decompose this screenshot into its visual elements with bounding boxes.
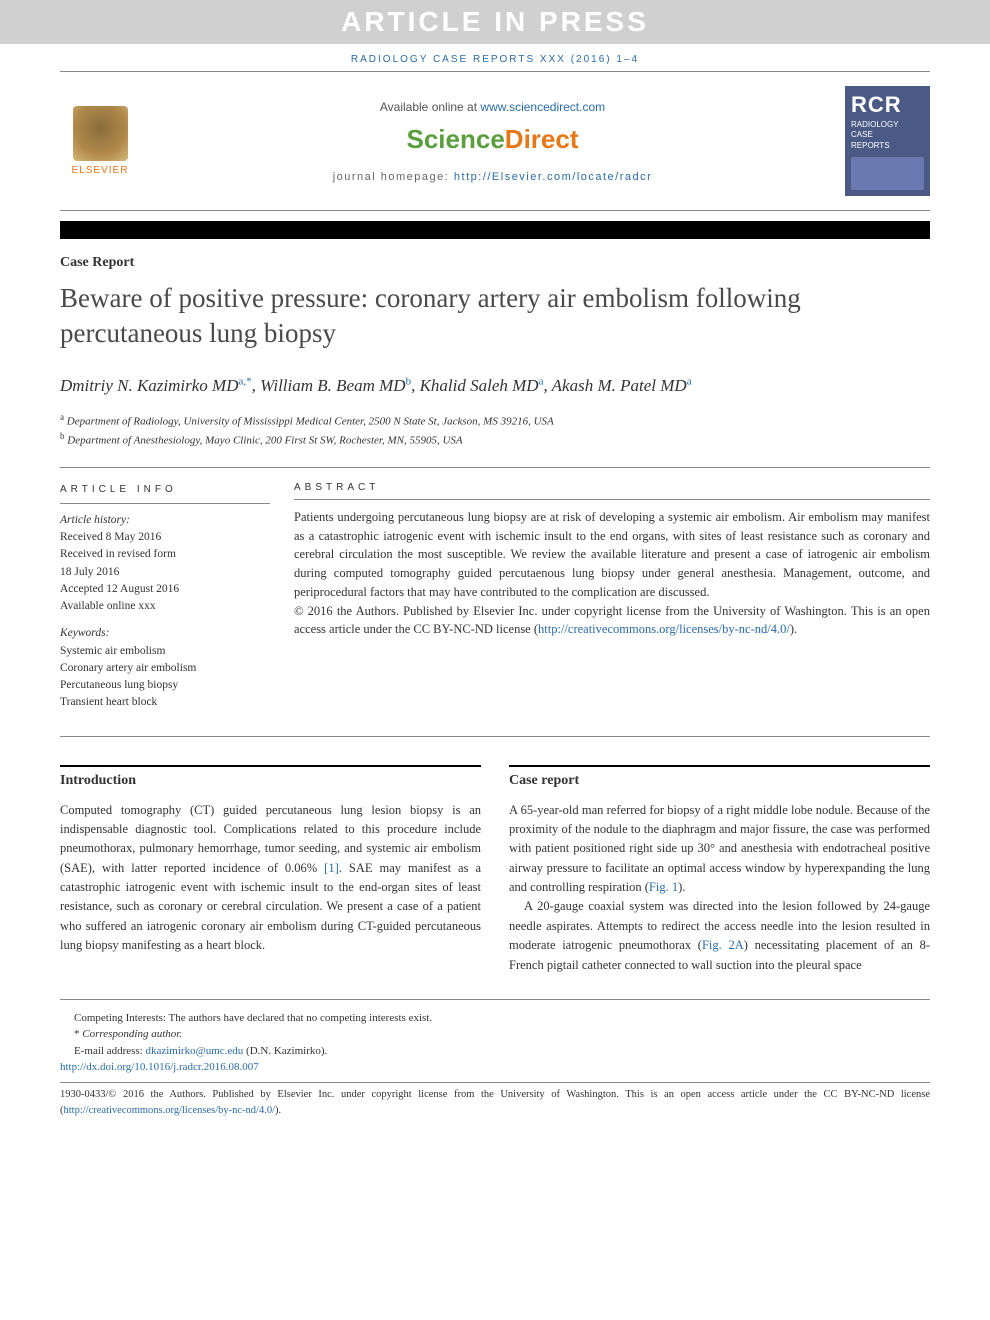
- cover-line1: RADIOLOGY: [851, 120, 899, 129]
- article-type: Case Report: [60, 255, 930, 271]
- keyword-2: Coronary artery air embolism: [60, 660, 270, 677]
- sciencedirect-link[interactable]: www.sciencedirect.com: [480, 100, 605, 114]
- history-label: Article history:: [60, 512, 270, 529]
- keyword-1: Systemic air embolism: [60, 643, 270, 660]
- author-3: Khalid Saleh MD: [420, 376, 539, 395]
- issn-copyright: 1930-0433/© 2016 the Authors. Published …: [60, 1082, 930, 1119]
- elsevier-logo: ELSEVIER: [60, 106, 140, 176]
- case-p1b: ).: [678, 880, 685, 894]
- revised-line2: 18 July 2016: [60, 564, 270, 581]
- sciencedirect-logo: ScienceDirect: [152, 124, 833, 155]
- elsevier-tree-icon: [73, 106, 128, 161]
- intro-heading: Introduction: [60, 765, 481, 789]
- issn-close: ).: [275, 1105, 281, 1116]
- journal-homepage-link[interactable]: http://Elsevier.com/locate/radcr: [454, 171, 652, 183]
- footer-cc-link[interactable]: http://creativecommons.org/licenses/by-n…: [64, 1105, 276, 1116]
- body-columns: Introduction Computed tomography (CT) gu…: [60, 765, 930, 975]
- revised-line1: Received in revised form: [60, 546, 270, 563]
- fig-2a-link[interactable]: Fig. 2A: [702, 938, 744, 952]
- sd-word1: Science: [407, 124, 505, 154]
- corresponding-author: Corresponding author.: [60, 1026, 930, 1043]
- aff-a-text: Department of Radiology, University of M…: [67, 415, 554, 427]
- available-online: Available online at www.sciencedirect.co…: [152, 100, 833, 114]
- online-date: Available online xxx: [60, 598, 270, 615]
- case-heading: Case report: [509, 765, 930, 789]
- case-body: A 65-year-old man referred for biopsy of…: [509, 801, 930, 975]
- footer: Competing Interests: The authors have de…: [60, 999, 930, 1139]
- journal-cover: RCR RADIOLOGY CASE REPORTS: [845, 86, 930, 196]
- intro-body: Computed tomography (CT) guided percutan…: [60, 801, 481, 956]
- received-date: Received 8 May 2016: [60, 529, 270, 546]
- email-link[interactable]: dkazimirko@umc.edu: [145, 1045, 243, 1057]
- author-1-corr: ,*: [243, 376, 251, 388]
- article-content: Case Report Beware of positive pressure:…: [0, 239, 990, 975]
- article-info: ARTICLE INFO Article history: Received 8…: [60, 482, 270, 722]
- homepage-label: journal homepage:: [333, 171, 454, 183]
- ref-1-link[interactable]: [1]: [324, 861, 339, 875]
- competing-interests: Competing Interests: The authors have de…: [60, 1010, 930, 1027]
- cover-title: RADIOLOGY CASE REPORTS: [851, 120, 924, 151]
- abstract-copyright-close: ).: [790, 622, 797, 636]
- affiliation-b: b Department of Anesthesiology, Mayo Cli…: [60, 430, 930, 449]
- cover-line3: REPORTS: [851, 141, 890, 150]
- available-label: Available online at: [380, 100, 481, 114]
- keyword-3: Percutaneous lung biopsy: [60, 677, 270, 694]
- keyword-4: Transient heart block: [60, 694, 270, 711]
- abstract-heading: ABSTRACT: [294, 482, 930, 500]
- email-line: E-mail address: dkazimirko@umc.edu (D.N.…: [60, 1043, 930, 1060]
- header-center: Available online at www.sciencedirect.co…: [152, 100, 833, 183]
- abstract-block: ABSTRACT Patients undergoing percutaneou…: [294, 482, 930, 722]
- left-column: Introduction Computed tomography (CT) gu…: [60, 765, 481, 975]
- author-1: Dmitriy N. Kazimirko MD: [60, 376, 239, 395]
- author-4-aff: a: [687, 376, 692, 388]
- black-divider: [60, 221, 930, 239]
- article-info-heading: ARTICLE INFO: [60, 482, 270, 504]
- aff-b-text: Department of Anesthesiology, Mayo Clini…: [67, 434, 462, 446]
- corr-label: Corresponding author.: [82, 1028, 182, 1040]
- homepage-line: journal homepage: http://Elsevier.com/lo…: [152, 171, 833, 183]
- author-2-aff: b: [406, 376, 412, 388]
- cc-license-link[interactable]: http://creativecommons.org/licenses/by-n…: [538, 622, 790, 636]
- keywords-block: Keywords: Systemic air embolism Coronary…: [60, 625, 270, 711]
- case-p1a: A 65-year-old man referred for biopsy of…: [509, 803, 930, 895]
- running-head: RADIOLOGY CASE REPORTS XXX (2016) 1–4: [0, 44, 990, 71]
- journal-header: ELSEVIER Available online at www.science…: [60, 71, 930, 211]
- author-4: Akash M. Patel MD: [552, 376, 687, 395]
- right-column: Case report A 65-year-old man referred f…: [509, 765, 930, 975]
- author-2: William B. Beam MD: [260, 376, 405, 395]
- authors-list: Dmitriy N. Kazimirko MDa,*, William B. B…: [60, 373, 930, 399]
- accepted-date: Accepted 12 August 2016: [60, 581, 270, 598]
- abstract-text: Patients undergoing percutaneous lung bi…: [294, 508, 930, 639]
- article-title: Beware of positive pressure: coronary ar…: [60, 281, 930, 351]
- fig-1-link[interactable]: Fig. 1: [649, 880, 678, 894]
- doi-line: http://dx.doi.org/10.1016/j.radcr.2016.0…: [60, 1059, 930, 1076]
- cover-image: [851, 157, 924, 190]
- in-press-watermark: ARTICLE IN PRESS: [0, 0, 990, 44]
- email-label: E-mail address:: [74, 1045, 145, 1057]
- affiliation-a: a Department of Radiology, University of…: [60, 411, 930, 430]
- cover-abbr: RCR: [851, 92, 924, 118]
- article-history: Article history: Received 8 May 2016 Rec…: [60, 512, 270, 616]
- elsevier-text: ELSEVIER: [72, 165, 129, 176]
- sd-word2: Direct: [505, 124, 579, 154]
- doi-link[interactable]: http://dx.doi.org/10.1016/j.radcr.2016.0…: [60, 1061, 259, 1073]
- email-author: (D.N. Kazimirko).: [243, 1045, 327, 1057]
- info-abstract-row: ARTICLE INFO Article history: Received 8…: [60, 467, 930, 737]
- cover-line2: CASE: [851, 130, 873, 139]
- author-3-aff: a: [539, 376, 544, 388]
- abstract-body: Patients undergoing percutaneous lung bi…: [294, 510, 930, 599]
- keywords-label: Keywords:: [60, 625, 270, 642]
- affiliations: a Department of Radiology, University of…: [60, 411, 930, 449]
